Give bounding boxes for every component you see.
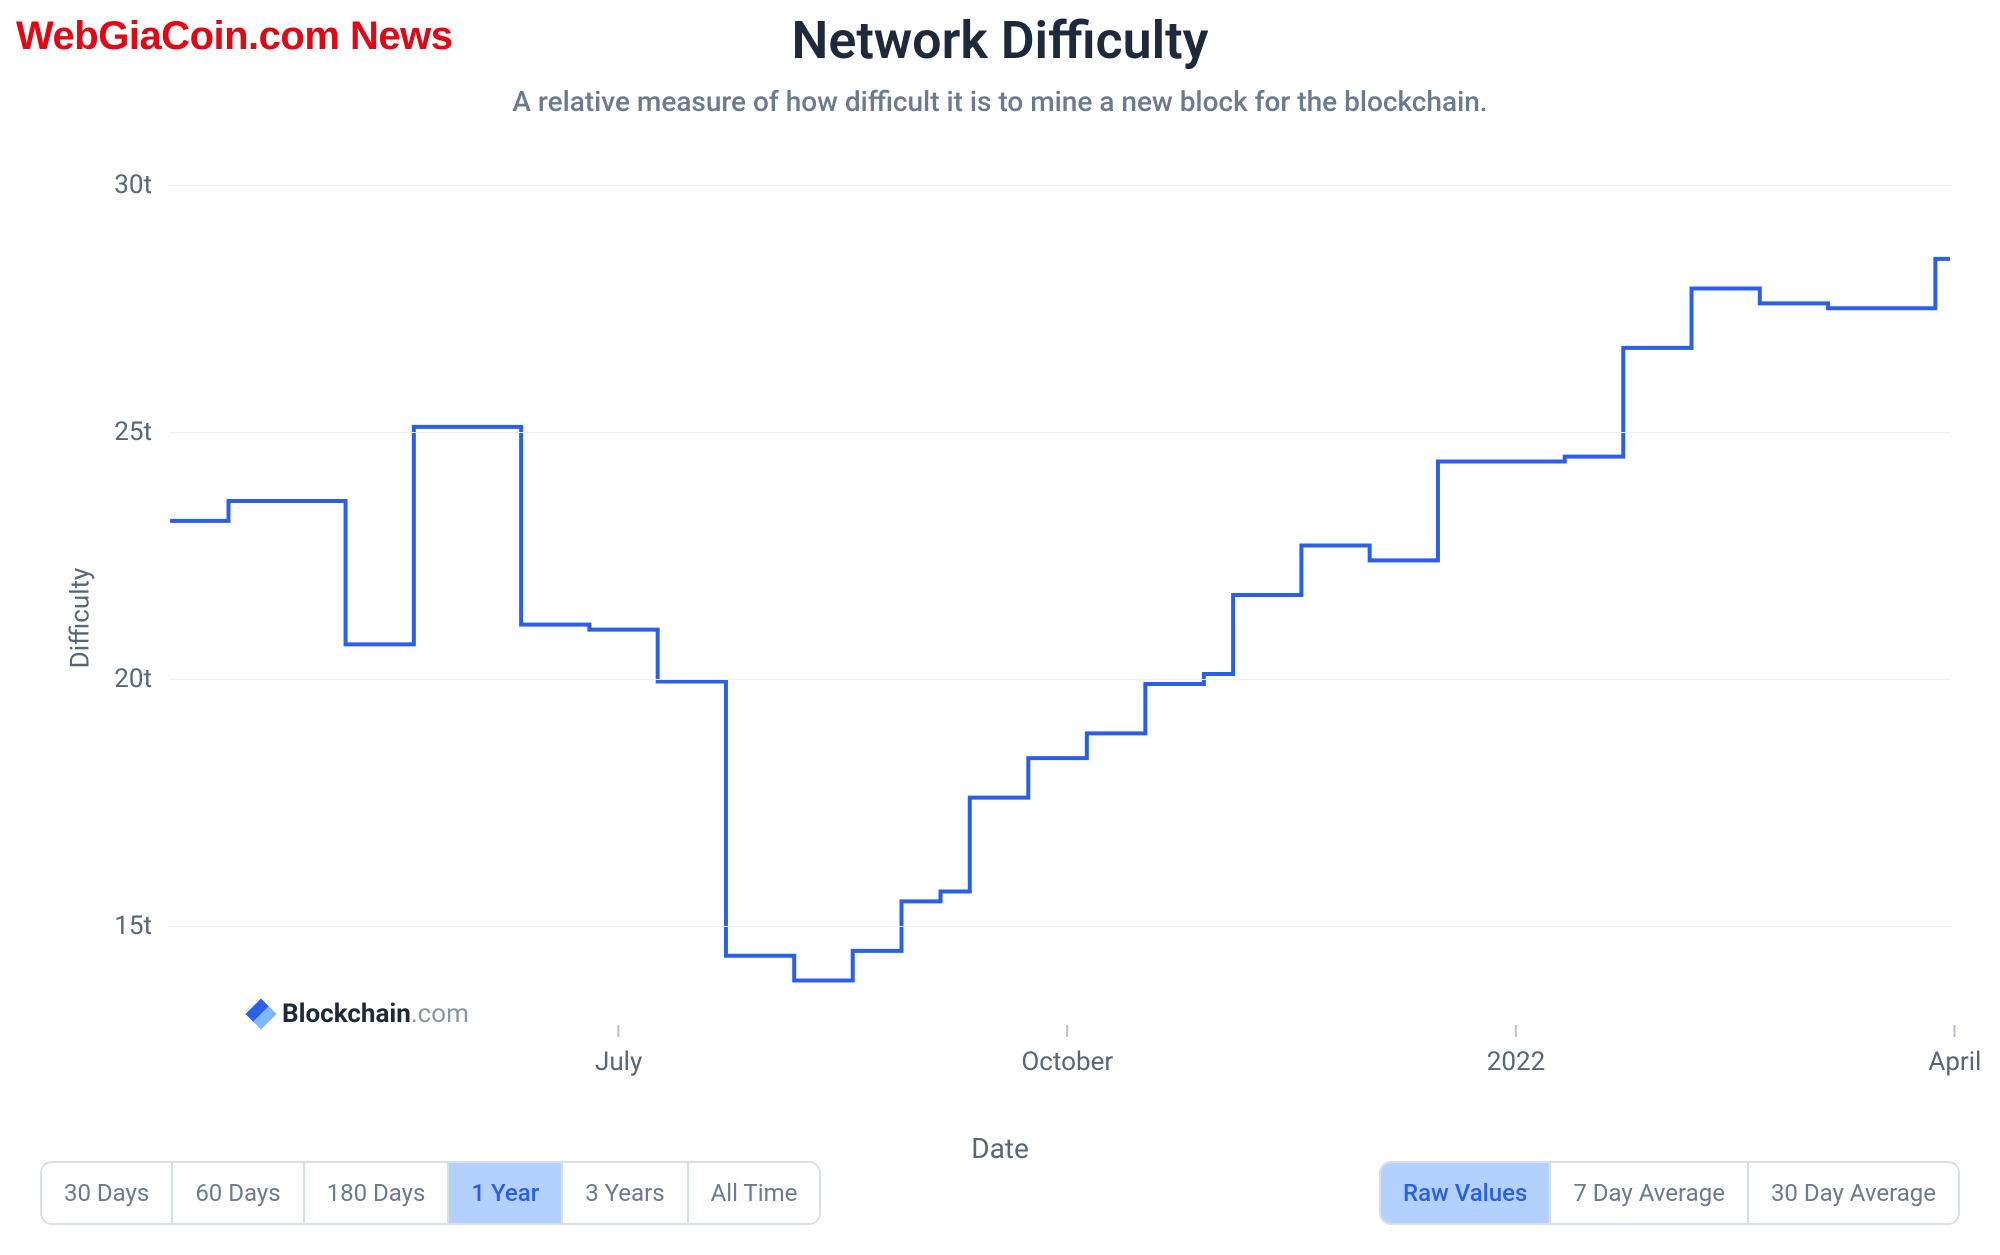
y-tick-label: 20t bbox=[114, 664, 152, 694]
y-tick-label: 30t bbox=[114, 170, 152, 200]
chart-controls: 30 Days60 Days180 Days1 Year3 YearsAll T… bbox=[40, 1161, 1960, 1225]
tick-mark bbox=[1515, 1025, 1517, 1037]
mode-btn-raw-values[interactable]: Raw Values bbox=[1381, 1163, 1551, 1223]
brand-suffix: .com bbox=[411, 999, 469, 1029]
tick-mark bbox=[618, 1025, 620, 1037]
range-btn-all-time[interactable]: All Time bbox=[689, 1163, 820, 1223]
range-btn-1-year[interactable]: 1 Year bbox=[449, 1163, 563, 1223]
plot-area: Blockchain.com 15t20t25t30tJulyOctober20… bbox=[170, 160, 1950, 1025]
x-tick: July bbox=[595, 1025, 642, 1077]
gridline bbox=[170, 926, 1950, 927]
x-tick-label: July bbox=[595, 1047, 642, 1077]
y-tick-label: 25t bbox=[114, 417, 152, 447]
range-btn-3-years[interactable]: 3 Years bbox=[563, 1163, 688, 1223]
blockchain-cube-icon bbox=[245, 998, 276, 1029]
brand-logo: Blockchain.com bbox=[250, 999, 469, 1029]
gridline bbox=[170, 679, 1950, 680]
range-btn-30-days[interactable]: 30 Days bbox=[42, 1163, 173, 1223]
difficulty-line bbox=[170, 259, 1950, 981]
mode-btn-7-day-average[interactable]: 7 Day Average bbox=[1551, 1163, 1749, 1223]
x-tick-label: April bbox=[1928, 1047, 1981, 1077]
gridline bbox=[170, 185, 1950, 186]
tick-mark bbox=[1954, 1025, 1956, 1037]
chart-container: Difficulty Blockchain.com 15t20t25t30tJu… bbox=[40, 140, 1960, 1095]
x-tick-label: 2022 bbox=[1487, 1047, 1545, 1077]
mode-btn-30-day-average[interactable]: 30 Day Average bbox=[1749, 1163, 1958, 1223]
tick-mark bbox=[1066, 1025, 1068, 1037]
x-tick: October bbox=[1021, 1025, 1113, 1077]
brand-name: Blockchain bbox=[282, 999, 411, 1029]
y-tick-label: 15t bbox=[114, 911, 152, 941]
x-tick: 2022 bbox=[1487, 1025, 1545, 1077]
x-tick-label: October bbox=[1021, 1047, 1113, 1077]
line-chart-svg bbox=[170, 160, 1950, 1025]
chart-subtitle: A relative measure of how difficult it i… bbox=[0, 85, 2000, 118]
y-axis-label: Difficulty bbox=[65, 567, 95, 668]
range-btn-180-days[interactable]: 180 Days bbox=[305, 1163, 450, 1223]
value-mode-buttons: Raw Values7 Day Average30 Day Average bbox=[1379, 1161, 1960, 1225]
time-range-buttons: 30 Days60 Days180 Days1 Year3 YearsAll T… bbox=[40, 1161, 821, 1225]
range-btn-60-days[interactable]: 60 Days bbox=[173, 1163, 304, 1223]
x-tick: April bbox=[1928, 1025, 1981, 1077]
gridline bbox=[170, 432, 1950, 433]
site-watermark: WebGiaCoin.com News bbox=[16, 14, 453, 59]
